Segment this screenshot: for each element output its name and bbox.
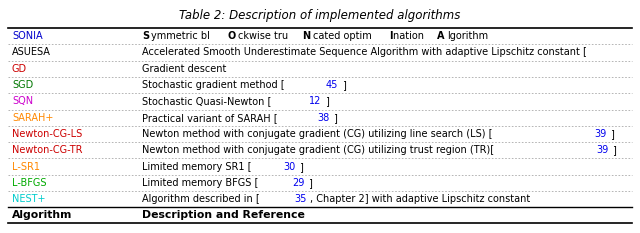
Text: ckwise tru: ckwise tru [237, 31, 288, 41]
Text: SARAH+: SARAH+ [12, 113, 53, 123]
Text: Algorithm described in [: Algorithm described in [ [142, 194, 260, 204]
Text: nation: nation [393, 31, 428, 41]
Text: Table 2: Description of implemented algorithms: Table 2: Description of implemented algo… [179, 8, 461, 21]
Text: Stochastic Quasi-Newton [: Stochastic Quasi-Newton [ [142, 96, 271, 106]
Text: 39: 39 [596, 145, 609, 155]
Text: Newton-CG-LS: Newton-CG-LS [12, 129, 83, 139]
Text: Practical variant of SARAH [: Practical variant of SARAH [ [142, 113, 278, 123]
Text: 30: 30 [284, 162, 296, 172]
Text: Gradient descent: Gradient descent [142, 64, 227, 74]
Text: ymmetric bl: ymmetric bl [151, 31, 210, 41]
Text: ]: ] [342, 80, 346, 90]
Text: O: O [227, 31, 236, 41]
Text: ASUESA: ASUESA [12, 48, 51, 58]
Text: NEST+: NEST+ [12, 194, 45, 204]
Text: N: N [303, 31, 310, 41]
Text: 39: 39 [594, 129, 607, 139]
Text: L-SR1: L-SR1 [12, 162, 40, 172]
Text: SONIA: SONIA [12, 31, 43, 41]
Text: 29: 29 [292, 178, 305, 188]
Text: ]: ] [610, 129, 614, 139]
Text: , Chapter 2] with adaptive Lipschitz constant: , Chapter 2] with adaptive Lipschitz con… [310, 194, 530, 204]
Text: A: A [437, 31, 445, 41]
Text: cated optim: cated optim [313, 31, 372, 41]
Text: 35: 35 [294, 194, 306, 204]
Text: 12: 12 [309, 96, 321, 106]
Text: Algorithm: Algorithm [12, 210, 72, 220]
Text: Limited memory BFGS [: Limited memory BFGS [ [142, 178, 259, 188]
Text: Description and Reference: Description and Reference [142, 210, 305, 220]
Text: SGD: SGD [12, 80, 33, 90]
Text: Newton-CG-TR: Newton-CG-TR [12, 145, 83, 155]
Text: ]: ] [325, 96, 329, 106]
Text: ]: ] [612, 145, 616, 155]
Text: ]: ] [333, 113, 337, 123]
Text: Newton method with conjugate gradient (CG) utilizing trust region (TR)[: Newton method with conjugate gradient (C… [142, 145, 494, 155]
Text: Newton method with conjugate gradient (CG) utilizing line search (LS) [: Newton method with conjugate gradient (C… [142, 129, 492, 139]
Text: S: S [142, 31, 149, 41]
Text: GD: GD [12, 64, 27, 74]
Text: SQN: SQN [12, 96, 33, 106]
Text: ]: ] [308, 178, 312, 188]
Text: 38: 38 [317, 113, 329, 123]
Text: 45: 45 [326, 80, 339, 90]
Text: Limited memory SR1 [: Limited memory SR1 [ [142, 162, 252, 172]
Text: L-BFGS: L-BFGS [12, 178, 47, 188]
Text: Accelerated Smooth Underestimate Sequence Algorithm with adaptive Lipschitz cons: Accelerated Smooth Underestimate Sequenc… [142, 48, 587, 58]
Text: lgorithm: lgorithm [447, 31, 488, 41]
Text: I: I [388, 31, 392, 41]
Text: ]: ] [299, 162, 303, 172]
Text: Stochastic gradient method [: Stochastic gradient method [ [142, 80, 285, 90]
